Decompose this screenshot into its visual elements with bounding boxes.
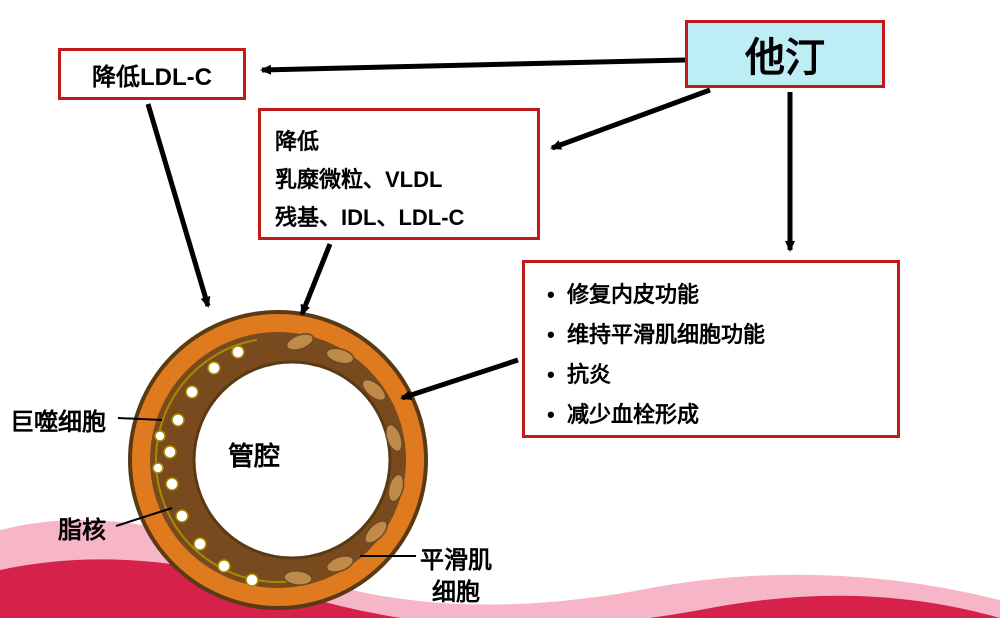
vldl-box: 降低 乳糜微粒、VLDL 残基、IDL、LDL-C	[258, 108, 540, 240]
effect-text-0: 修复内皮功能	[567, 282, 699, 307]
ldl-box: 降低LDL-C	[58, 48, 246, 100]
arrow-statin-to-ldl	[262, 60, 685, 70]
effect-item-3: • 减少血栓形成	[547, 395, 875, 435]
label-macrophage: 巨噬细胞	[10, 402, 106, 437]
effect-item-0: • 修复内皮功能	[547, 275, 875, 315]
label-lumen: 管腔	[228, 436, 280, 473]
vldl-line-2: 残基、IDL、LDL-C	[275, 199, 523, 237]
statin-box: 他汀	[685, 20, 885, 88]
arrow-vldl-to-vessel	[302, 244, 330, 314]
effect-text-1: 维持平滑肌细胞功能	[567, 322, 765, 347]
effect-text-2: 抗炎	[567, 362, 611, 387]
arrow-effects-to-vessel	[402, 360, 518, 398]
wave-dark	[0, 559, 1000, 618]
arrow-statin-to-vldl	[552, 90, 710, 148]
label-smc-1: 平滑肌	[420, 540, 492, 575]
effect-item-1: • 维持平滑肌细胞功能	[547, 315, 875, 355]
arrow-ldl-to-vessel	[148, 104, 208, 306]
vldl-line-0: 降低	[275, 123, 523, 161]
smooth-muscle-cells	[283, 331, 406, 587]
effects-box: • 修复内皮功能 • 维持平滑肌细胞功能 • 抗炎 • 减少血栓形成	[522, 260, 900, 438]
ptr-lipid	[116, 508, 172, 526]
label-lipid-core: 脂核	[58, 510, 106, 545]
effect-item-2: • 抗炎	[547, 355, 875, 395]
ptr-macrophage	[118, 418, 162, 420]
wave-light	[0, 520, 1000, 618]
vldl-line-1: 乳糜微粒、VLDL	[275, 161, 523, 199]
lumen-circle	[194, 362, 390, 558]
label-smc-2: 细胞	[432, 572, 480, 607]
effect-text-3: 减少血栓形成	[567, 402, 699, 427]
